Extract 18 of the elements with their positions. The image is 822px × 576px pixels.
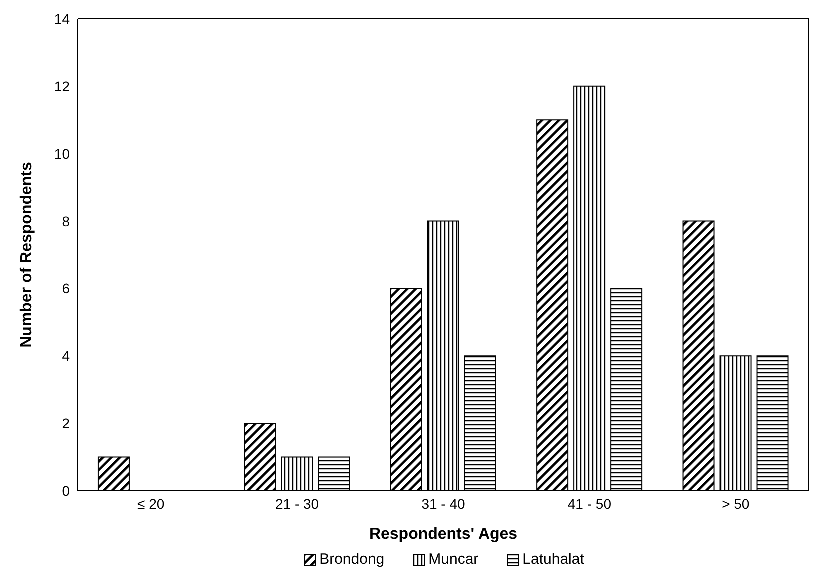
x-tick-label: ≤ 20 [138,496,165,512]
y-tick-label: 4 [62,348,70,364]
x-axis-title: Respondents' Ages [369,526,518,543]
x-tick-label: 31 - 40 [422,496,466,512]
x-tick-label: > 50 [722,496,750,512]
y-tick-label: 2 [62,416,70,432]
y-tick-label: 14 [54,10,70,27]
legend-label: Muncar [428,551,479,568]
y-tick-label: 8 [62,213,70,230]
y-tick-label: 12 [54,78,70,94]
x-tick-label: 21 - 30 [276,496,320,512]
legend-label: Latuhalat [522,551,584,568]
y-tick-label: 10 [54,146,70,162]
y-tick-label: 6 [62,280,70,297]
legend-label: Brondong [320,551,385,568]
x-tick-label: 41 - 50 [568,496,612,512]
y-axis-title: Number of Respondents [18,162,36,348]
y-tick-label: 0 [62,482,70,499]
